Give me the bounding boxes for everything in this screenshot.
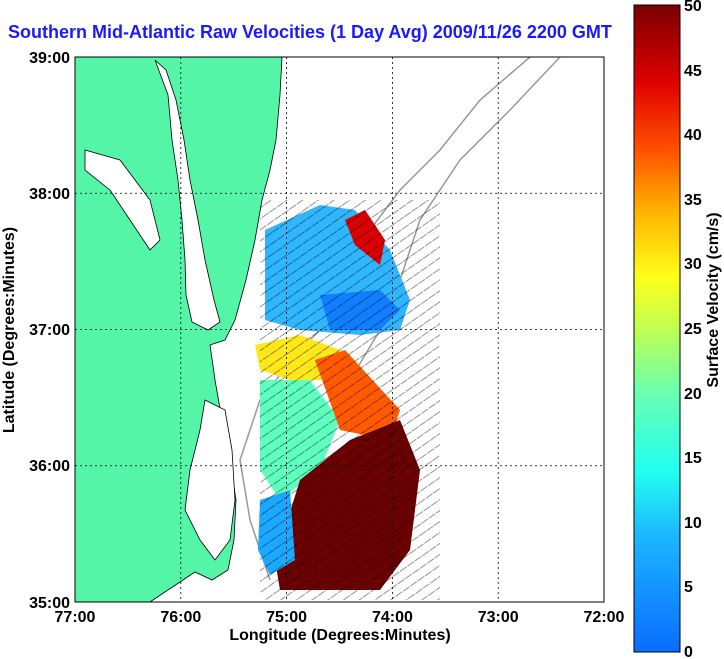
colorbar-tick: 0 xyxy=(684,644,693,659)
x-tick-labels: 77:00 76:00 75:00 74:00 73:00 72:00 xyxy=(55,609,625,626)
y-tick-label: 35:00 xyxy=(29,595,70,612)
colorbar xyxy=(633,4,681,653)
x-tick-label: 76:00 xyxy=(160,609,201,626)
bay-inlet xyxy=(84,149,161,251)
sound-waters xyxy=(184,399,236,561)
colorbar-tick: 25 xyxy=(684,321,702,338)
y-tick-label: 38:00 xyxy=(29,186,70,203)
colorbar-tick-labels: 0 5 10 15 20 25 30 35 40 45 50 xyxy=(684,0,702,659)
velocity-vectors xyxy=(260,200,440,600)
x-tick-label: 77:00 xyxy=(55,609,96,626)
colorbar-tick: 30 xyxy=(684,256,702,273)
colorbar-tick: 45 xyxy=(684,63,702,80)
x-axis-label: Longitude (Degrees:Minutes) xyxy=(229,627,450,644)
grid-lines xyxy=(75,57,604,602)
y-tick-labels: 39:00 38:00 37:00 36:00 35:00 xyxy=(29,50,70,612)
y-tick-label: 36:00 xyxy=(29,458,70,475)
x-tick-label: 75:00 xyxy=(266,609,307,626)
map-layer xyxy=(75,57,604,602)
y-tick-label: 39:00 xyxy=(29,50,70,67)
x-tick-label: 74:00 xyxy=(372,609,413,626)
x-tick-label: 73:00 xyxy=(478,609,519,626)
colorbar-tick: 5 xyxy=(684,579,693,596)
chesapeake-bay xyxy=(154,59,221,331)
colorbar-label: Surface Velocity (cm/s) xyxy=(705,212,722,387)
chart-title: Southern Mid-Atlantic Raw Velocities (1 … xyxy=(8,22,612,42)
colorbar-tick: 40 xyxy=(684,127,702,144)
x-tick-label: 72:00 xyxy=(584,609,625,626)
map-frame xyxy=(74,56,605,603)
y-axis-label: Latitude (Degrees:Minutes) xyxy=(1,227,18,433)
colorbar-tick: 50 xyxy=(684,0,702,15)
colorbar-tick: 10 xyxy=(684,515,702,532)
colorbar-tick: 35 xyxy=(684,192,702,209)
y-tick-label: 37:00 xyxy=(29,322,70,339)
colorbar-tick: 20 xyxy=(684,386,702,403)
colorbar-tick: 15 xyxy=(684,450,702,467)
